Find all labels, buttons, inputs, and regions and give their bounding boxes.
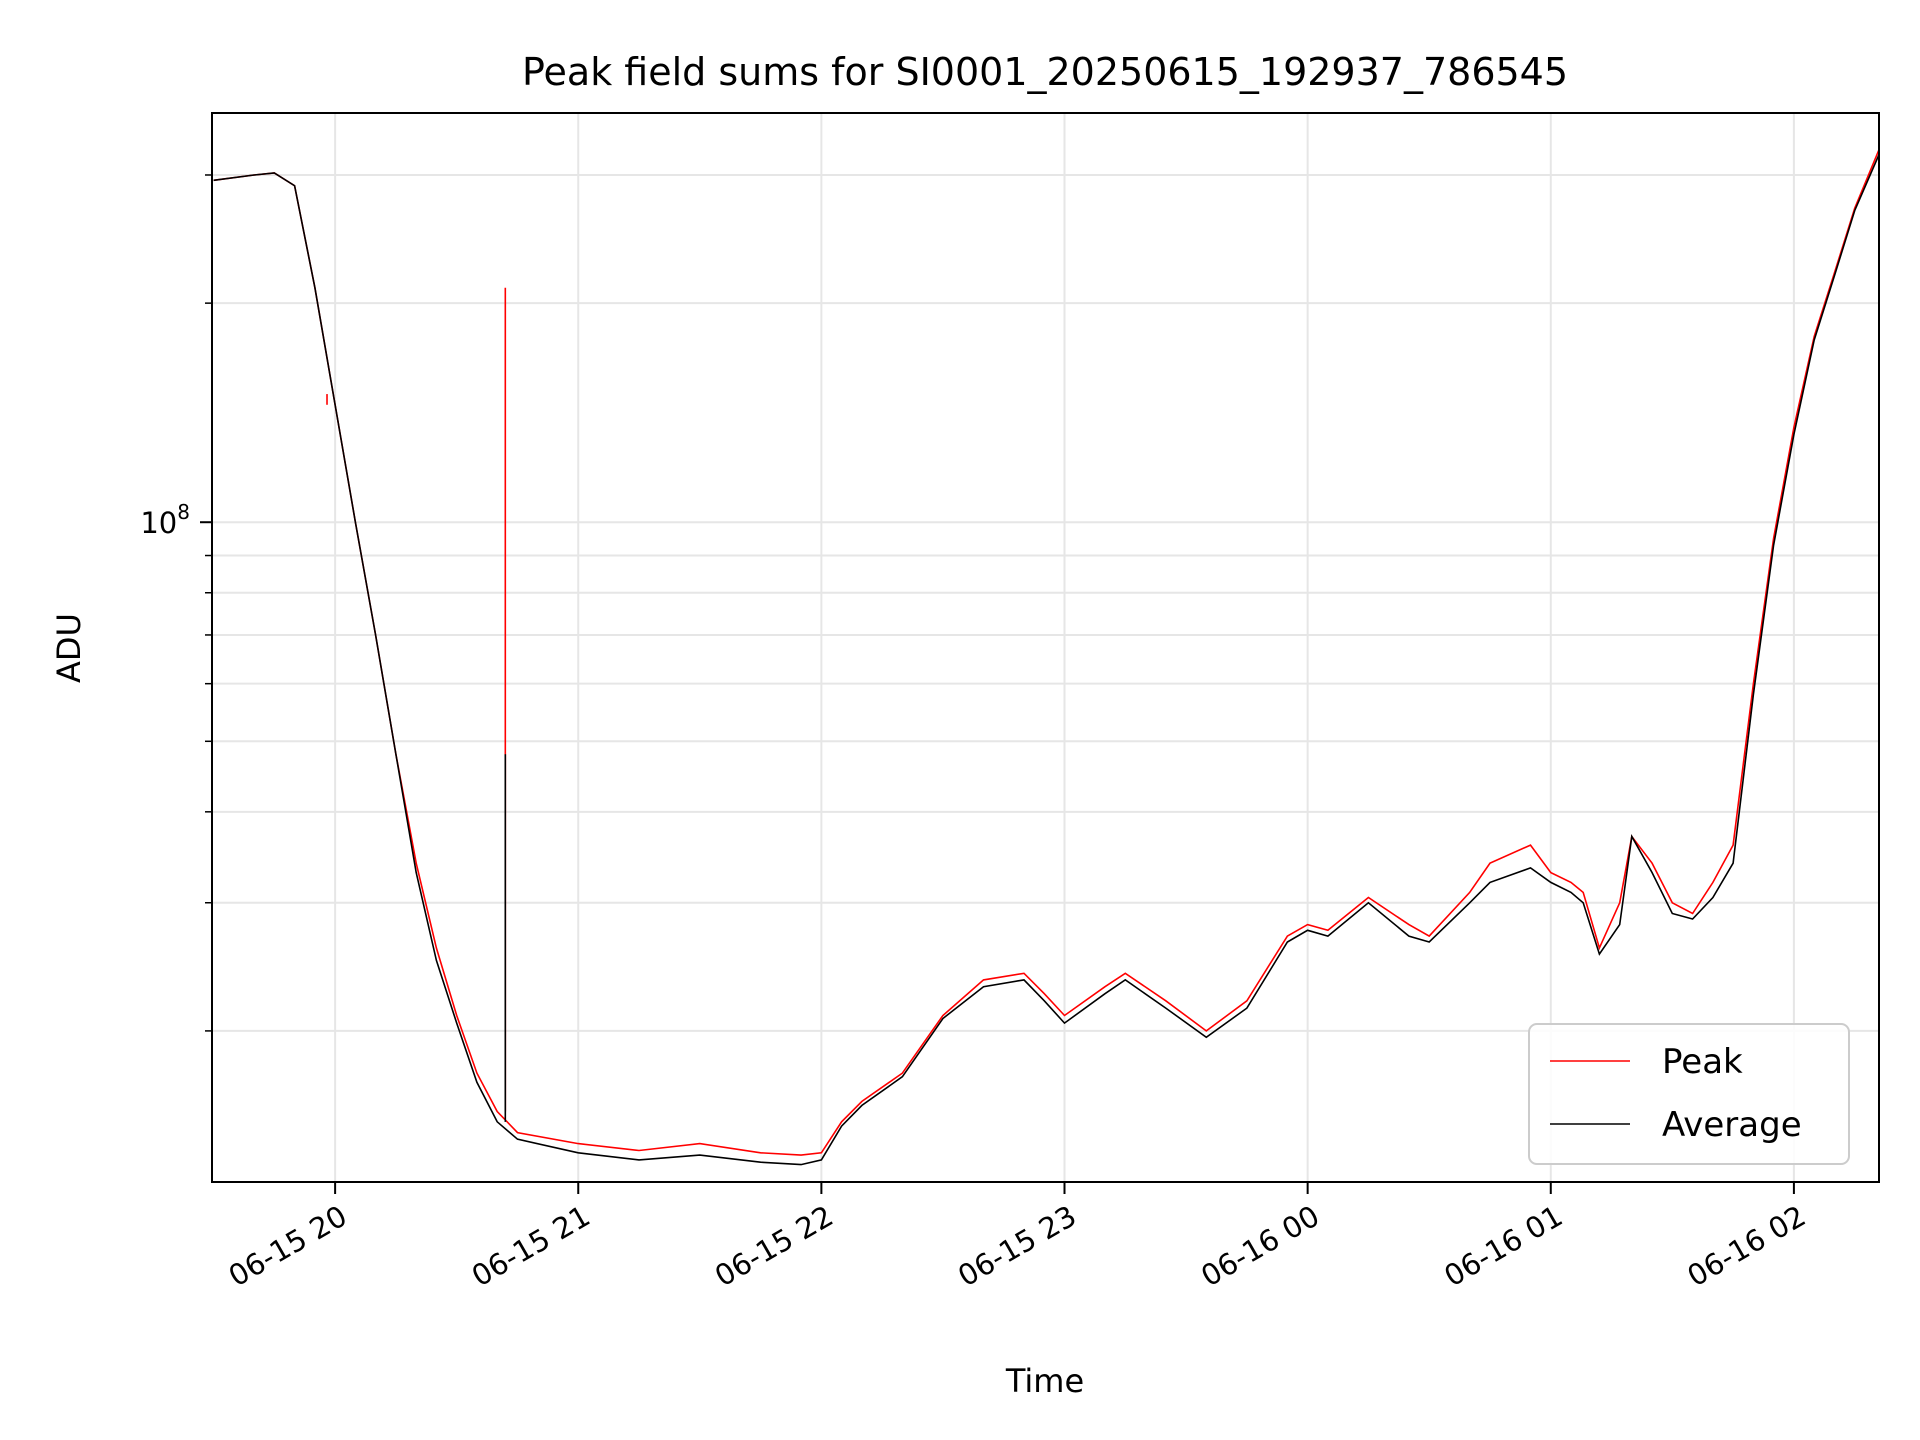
series-line-average bbox=[213, 154, 1879, 1166]
legend-peak-label: Peak bbox=[1662, 1042, 1743, 1082]
legend-box bbox=[1528, 1023, 1850, 1165]
y-axis-label: ADU bbox=[50, 613, 88, 683]
series-line-peak bbox=[213, 149, 1879, 1156]
series-layer bbox=[213, 149, 1879, 1166]
legend: Peak Average bbox=[1528, 1023, 1850, 1165]
series-group bbox=[213, 149, 1879, 1166]
legend-average-label: Average bbox=[1662, 1105, 1802, 1145]
y-tick-exponent: 8 bbox=[177, 500, 190, 524]
x-axis-label: Time bbox=[1005, 1362, 1084, 1400]
grid-lines bbox=[212, 113, 1879, 1182]
chart-title: Peak field sums for SI0001_20250615_1929… bbox=[522, 50, 1568, 94]
plot-frame bbox=[211, 112, 1880, 1183]
